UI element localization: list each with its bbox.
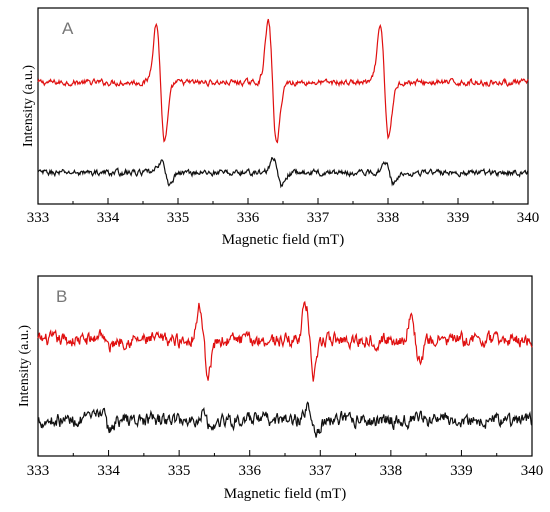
- x-tick-label: 336: [237, 210, 260, 226]
- panel-a-series: [37, 18, 529, 189]
- series-line-black: [37, 157, 529, 189]
- x-tick-label: 333: [27, 210, 50, 226]
- panel-a-x-axis: 333 334 335 336 337 338 339 340: [27, 198, 540, 226]
- panel-a-label: A: [62, 19, 74, 38]
- x-tick-label: 338: [380, 463, 403, 479]
- panel-a-ylabel: Intensity (a.u.): [21, 65, 36, 147]
- x-tick-label: 339: [447, 210, 470, 226]
- x-tick-label: 334: [97, 210, 120, 226]
- panel-a: A Intensity (a.u.) Magnetic field (mT) 3…: [21, 7, 540, 248]
- x-tick-label: 334: [97, 463, 120, 479]
- panel-b-ylabel: Intensity (a.u.): [17, 325, 32, 407]
- panel-b: B Intensity (a.u.) Magnetic field (mT) 3…: [17, 275, 544, 502]
- x-tick-label: 340: [521, 463, 544, 479]
- panel-b-frame: [37, 275, 533, 457]
- x-tick-label: 336: [238, 463, 261, 479]
- series-line-red: [37, 18, 529, 144]
- panel-b-xlabel: Magnetic field (mT): [224, 486, 346, 502]
- x-tick-label: 337: [307, 210, 330, 226]
- x-tick-label: 333: [27, 463, 50, 479]
- x-tick-label: 338: [377, 210, 400, 226]
- panel-a-xlabel: Magnetic field (mT): [222, 232, 344, 248]
- panel-b-label: B: [56, 287, 67, 306]
- panel-b-x-axis: 333 334 335 336 337 338 339 340: [27, 450, 544, 479]
- series-line-black: [37, 401, 533, 438]
- x-tick-label: 339: [450, 463, 473, 479]
- panel-b-series: [37, 300, 533, 438]
- x-tick-label: 337: [309, 463, 332, 479]
- x-tick-label: 335: [168, 463, 191, 479]
- x-tick-label: 335: [167, 210, 190, 226]
- x-tick-label: 340: [517, 210, 540, 226]
- series-line-red: [37, 300, 533, 382]
